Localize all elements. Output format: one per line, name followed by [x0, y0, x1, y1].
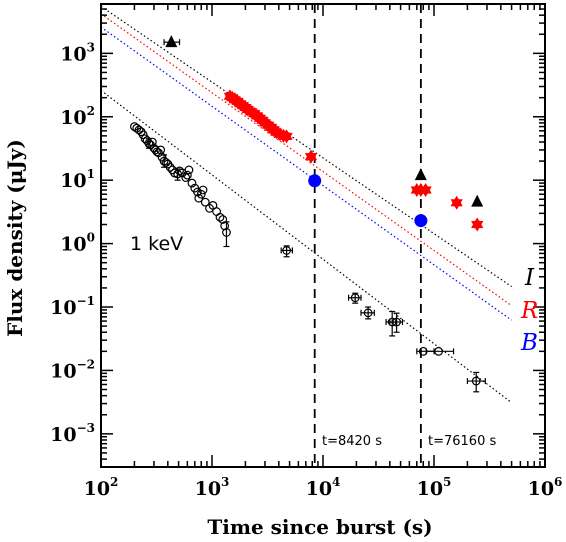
series-i	[163, 35, 484, 207]
data-point-open-circle	[392, 317, 401, 327]
data-point-star	[471, 217, 484, 232]
data-point-triangle	[414, 168, 427, 181]
data-point-open-circle	[471, 376, 481, 386]
data-point-open-circle	[215, 212, 225, 222]
data-series	[130, 35, 486, 393]
data-point-triangle	[165, 35, 178, 48]
y-tick-label: 10−2	[50, 357, 95, 382]
data-point-circle	[414, 214, 428, 228]
y-tick-label: 10−3	[50, 421, 95, 446]
data-point-star	[419, 183, 432, 197]
x-tick-label: 106	[528, 475, 563, 500]
y-tick-label: 10−1	[50, 294, 95, 319]
data-point-star	[280, 129, 293, 144]
data-point-open-circle	[187, 178, 197, 188]
x-tick-label: 105	[417, 475, 452, 500]
model-line-b	[101, 26, 512, 321]
data-point-open-circle	[175, 166, 184, 176]
series-b	[308, 174, 428, 228]
data-point-open-circle	[196, 189, 206, 199]
data-point-open-circle	[165, 162, 175, 172]
data-point-open-circle	[200, 197, 210, 207]
y-axis-title: Flux density (μJy)	[3, 139, 27, 337]
data-point-open-circle	[182, 170, 192, 180]
data-point-circle	[308, 174, 322, 188]
data-point-open-circle	[212, 207, 221, 216]
data-point-open-circle	[147, 137, 157, 147]
data-point-open-circle	[222, 228, 231, 237]
series-r	[223, 89, 484, 232]
data-point-star	[450, 195, 463, 210]
data-point-open-circle	[350, 293, 360, 303]
series-1-kev	[130, 122, 486, 393]
xray-series-label: 1 keV	[130, 233, 183, 255]
t2-annotation: t=76160 s	[428, 434, 496, 449]
x-axis-title: Time since burst (s)	[207, 515, 432, 539]
data-point-open-circle	[151, 145, 160, 155]
data-point-open-circle	[184, 165, 194, 175]
legend-band-b: B	[520, 330, 538, 356]
x-tick-label: 104	[306, 475, 341, 500]
data-point-open-circle	[198, 185, 208, 195]
data-point-open-circle	[181, 173, 191, 182]
model-lines	[101, 5, 512, 404]
y-tick-label: 100	[60, 231, 95, 256]
t1-annotation: t=8420 s	[322, 434, 382, 449]
data-point-open-circle	[282, 246, 292, 255]
x-tick-label: 102	[84, 475, 119, 500]
y-tick-label: 103	[60, 40, 95, 65]
data-point-open-circle	[434, 346, 443, 356]
data-point-open-circle	[363, 308, 373, 318]
y-tick-label: 101	[60, 167, 95, 192]
data-point-open-circle	[218, 215, 228, 224]
data-point-triangle	[471, 194, 484, 207]
tick-labels: 102 103 104 105 106 10−3 10−2 10−1 100 101 102 103	[50, 40, 562, 500]
model-line-i	[101, 5, 512, 288]
axis-ticks	[100, 3, 546, 468]
vertical-lines	[313, 4, 422, 467]
y-tick-label: 102	[60, 104, 95, 129]
data-point-star	[305, 149, 318, 164]
legend-band-r: R	[520, 298, 538, 324]
x-tick-label: 103	[195, 475, 230, 500]
legend-band-i: I	[524, 265, 535, 291]
